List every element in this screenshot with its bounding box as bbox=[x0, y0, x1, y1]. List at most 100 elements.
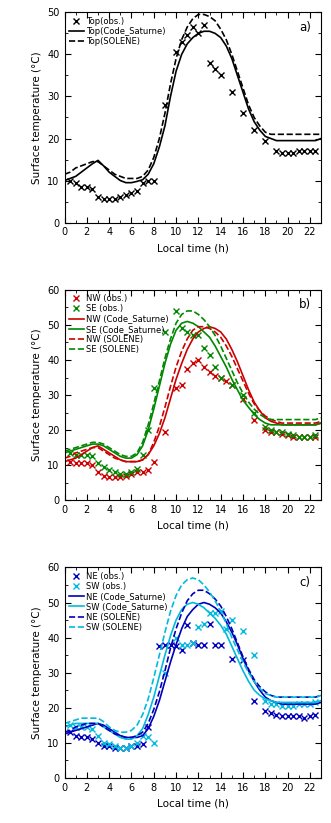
SE (Code_Saturne) bbox=[129, 453, 133, 463]
NE (SOLENE) bbox=[146, 718, 150, 728]
SW (SOLENE) bbox=[185, 574, 189, 584]
NW (Code_Saturne) bbox=[263, 413, 267, 423]
SE (obs.) bbox=[286, 429, 290, 439]
Line: Top(Code_Saturne): Top(Code_Saturne) bbox=[65, 31, 321, 183]
Line: NW (Code_Saturne): NW (Code_Saturne) bbox=[65, 327, 321, 462]
SE (SOLENE) bbox=[180, 309, 184, 319]
NE (SOLENE) bbox=[174, 624, 178, 634]
NW (SOLENE) bbox=[68, 452, 72, 462]
Top(Code_Saturne) bbox=[68, 174, 72, 184]
NW (Code_Saturne) bbox=[302, 420, 306, 430]
NE (Code_Saturne) bbox=[202, 597, 206, 607]
NW (obs.) bbox=[185, 364, 189, 374]
SE (SOLENE) bbox=[286, 415, 290, 425]
NE (obs.) bbox=[163, 639, 167, 649]
NE (SOLENE) bbox=[74, 722, 78, 732]
Top(SOLENE) bbox=[152, 152, 156, 162]
NE (Code_Saturne) bbox=[146, 723, 150, 733]
SW (obs.) bbox=[191, 638, 195, 648]
NE (obs.) bbox=[202, 639, 206, 649]
SW (Code_Saturne) bbox=[252, 686, 256, 695]
NE (Code_Saturne) bbox=[124, 732, 128, 742]
Top(SOLENE) bbox=[313, 129, 317, 139]
SE (SOLENE) bbox=[319, 413, 323, 423]
NE (obs.) bbox=[68, 728, 72, 737]
Top(SOLENE) bbox=[180, 35, 184, 44]
SE (Code_Saturne) bbox=[247, 402, 251, 412]
NW (SOLENE) bbox=[313, 418, 317, 428]
NE (obs.) bbox=[274, 709, 278, 719]
NW (obs.) bbox=[263, 425, 267, 435]
Top(obs.) bbox=[230, 87, 234, 97]
NW (obs.) bbox=[274, 427, 278, 437]
NE (Code_Saturne) bbox=[196, 599, 200, 609]
NE (Code_Saturne) bbox=[185, 611, 189, 621]
SW (Code_Saturne) bbox=[313, 697, 317, 707]
NW (Code_Saturne) bbox=[135, 457, 139, 467]
NW (SOLENE) bbox=[102, 446, 106, 456]
NW (obs.) bbox=[180, 379, 184, 389]
Top(SOLENE) bbox=[118, 171, 122, 181]
Top(obs.) bbox=[241, 109, 245, 119]
Top(obs.) bbox=[191, 22, 195, 32]
NW (Code_Saturne) bbox=[258, 406, 262, 416]
Top(obs.) bbox=[274, 146, 278, 156]
NE (obs.) bbox=[180, 645, 184, 655]
SE (SOLENE) bbox=[291, 415, 295, 425]
SE (SOLENE) bbox=[174, 319, 178, 328]
SW (Code_Saturne) bbox=[202, 602, 206, 612]
SW (Code_Saturne) bbox=[286, 697, 290, 707]
NE (Code_Saturne) bbox=[129, 732, 133, 742]
NE (Code_Saturne) bbox=[313, 700, 317, 709]
SE (SOLENE) bbox=[308, 415, 312, 425]
X-axis label: Local time (h): Local time (h) bbox=[157, 521, 229, 531]
NE (SOLENE) bbox=[208, 588, 212, 598]
SW (obs.) bbox=[213, 608, 217, 618]
NE (SOLENE) bbox=[196, 585, 200, 595]
NE (Code_Saturne) bbox=[118, 731, 122, 741]
SW (obs.) bbox=[174, 633, 178, 643]
SW (Code_Saturne) bbox=[118, 732, 122, 742]
Line: SW (SOLENE): SW (SOLENE) bbox=[65, 578, 321, 732]
Line: NW (obs.): NW (obs.) bbox=[67, 357, 318, 480]
NE (Code_Saturne) bbox=[247, 666, 251, 676]
Top(Code_Saturne) bbox=[79, 167, 83, 177]
Top(Code_Saturne) bbox=[180, 49, 184, 59]
SE (Code_Saturne) bbox=[313, 420, 317, 430]
NE (obs.) bbox=[85, 732, 89, 742]
NW (Code_Saturne) bbox=[308, 420, 312, 430]
SW (Code_Saturne) bbox=[96, 718, 100, 728]
NW (obs.) bbox=[163, 427, 167, 437]
NE (Code_Saturne) bbox=[107, 723, 111, 733]
NE (obs.) bbox=[135, 742, 139, 751]
NE (SOLENE) bbox=[297, 692, 301, 702]
NW (obs.) bbox=[174, 383, 178, 393]
SW (Code_Saturne) bbox=[224, 629, 228, 639]
NE (SOLENE) bbox=[168, 643, 172, 653]
NE (Code_Saturne) bbox=[297, 700, 301, 709]
NW (SOLENE) bbox=[180, 346, 184, 356]
NW (SOLENE) bbox=[291, 418, 295, 428]
SE (Code_Saturne) bbox=[180, 319, 184, 328]
NW (SOLENE) bbox=[202, 322, 206, 332]
NW (SOLENE) bbox=[129, 457, 133, 467]
Top(obs.) bbox=[280, 148, 284, 158]
SE (SOLENE) bbox=[102, 439, 106, 449]
NW (SOLENE) bbox=[196, 322, 200, 332]
Top(SOLENE) bbox=[157, 133, 161, 143]
SE (SOLENE) bbox=[274, 415, 278, 425]
Top(obs.) bbox=[219, 71, 223, 81]
NE (obs.) bbox=[146, 722, 150, 732]
NE (obs.) bbox=[102, 742, 106, 751]
Top(Code_Saturne) bbox=[74, 171, 78, 181]
SW (obs.) bbox=[224, 624, 228, 634]
SW (obs.) bbox=[135, 737, 139, 747]
SW (Code_Saturne) bbox=[124, 734, 128, 744]
NE (Code_Saturne) bbox=[163, 677, 167, 686]
SW (Code_Saturne) bbox=[102, 722, 106, 732]
Top(SOLENE) bbox=[224, 35, 228, 44]
SE (Code_Saturne) bbox=[135, 449, 139, 459]
Top(Code_Saturne) bbox=[313, 136, 317, 146]
Line: NE (Code_Saturne): NE (Code_Saturne) bbox=[65, 602, 321, 737]
NW (obs.) bbox=[102, 471, 106, 481]
